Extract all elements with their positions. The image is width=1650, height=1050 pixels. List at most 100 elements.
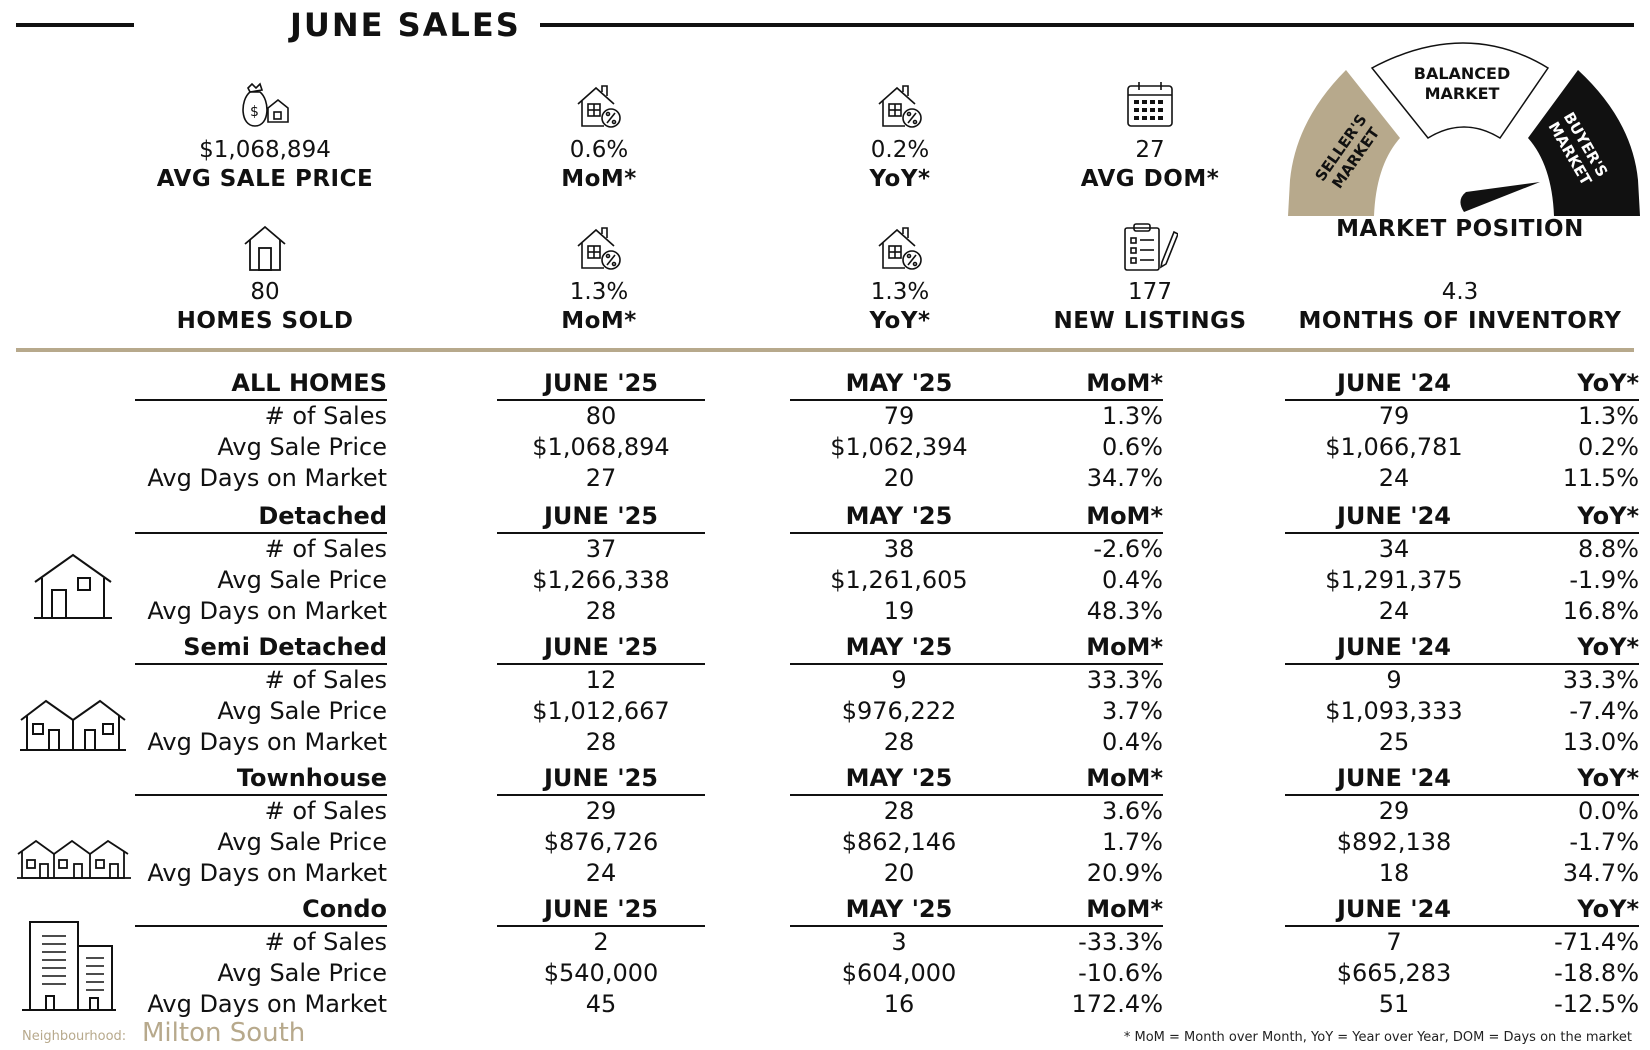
column-header-yoy: YoY*: [1577, 502, 1639, 530]
column-header-mom: MoM*: [1086, 895, 1163, 923]
column-header-last-year: JUNE '24: [1337, 895, 1451, 923]
kpi-avg-sale-price-value: $1,068,894: [199, 137, 331, 163]
column-header-prev: MAY '25: [845, 369, 953, 397]
header-underline: [790, 399, 1163, 401]
row-label: Avg Days on Market: [147, 464, 387, 492]
table-cell-mom: 33.3%: [1086, 666, 1163, 694]
gauge-needle: [1460, 182, 1540, 212]
table-cell-yoy: -18.8%: [1554, 959, 1639, 987]
money-bag-house-icon: $: [242, 82, 289, 127]
table-cell-cur: $1,068,894: [532, 433, 670, 461]
table-cell-cur: 37: [585, 535, 617, 563]
kpi-months-inventory-label: MONTHS OF INVENTORY: [1298, 308, 1622, 334]
table-cell-yoy: 33.3%: [1562, 666, 1639, 694]
kpi-avg-dom-value: 27: [1135, 137, 1165, 163]
table-cell-cur: $1,012,667: [532, 697, 670, 725]
column-header-yoy: YoY*: [1577, 369, 1639, 397]
title-rule-right: [540, 23, 1634, 27]
kpi-sold-yoy-label: YoY*: [869, 308, 931, 334]
house-percent-icon: [878, 85, 922, 128]
column-header-yoy: YoY*: [1577, 633, 1639, 661]
table-cell-cur: 12: [585, 666, 617, 694]
table-cell-yoy: -71.4%: [1554, 928, 1639, 956]
row-label: Avg Sale Price: [217, 828, 387, 856]
house-percent-icon: [878, 227, 922, 270]
header-underline: [1285, 925, 1639, 927]
row-label: # of Sales: [264, 535, 387, 563]
row-label: Avg Days on Market: [147, 597, 387, 625]
table-cell-last-year: 24: [1378, 464, 1410, 492]
svg-text:$: $: [250, 104, 259, 120]
table-cell-yoy: 16.8%: [1562, 597, 1639, 625]
table-cell-mom: -2.6%: [1093, 535, 1163, 563]
row-label: Avg Sale Price: [217, 697, 387, 725]
section-title: Townhouse: [236, 764, 387, 792]
header-underline: [1285, 794, 1639, 796]
table-cell-mom: 172.4%: [1071, 990, 1163, 1018]
header-underline: [135, 794, 387, 796]
kpi-months-inventory-value: 4.3: [1441, 279, 1479, 305]
condo-building-icon: [20, 918, 118, 1018]
table-cell-cur: 29: [585, 797, 617, 825]
table-cell-yoy: 13.0%: [1562, 728, 1639, 756]
table-cell-yoy: 1.3%: [1578, 402, 1639, 430]
kpi-price-mom-label: MoM*: [561, 166, 637, 192]
section-title: Detached: [258, 502, 387, 530]
kpi-sold-mom-label: MoM*: [561, 308, 637, 334]
table-cell-prev: 28: [883, 728, 915, 756]
table-cell-last-year: $1,066,781: [1325, 433, 1463, 461]
column-header-mom: MoM*: [1086, 633, 1163, 661]
table-cell-mom: 48.3%: [1086, 597, 1163, 625]
table-cell-yoy: -12.5%: [1554, 990, 1639, 1018]
gauge-buyers-segment: [1528, 70, 1640, 216]
table-cell-last-year: 7: [1386, 928, 1402, 956]
gauge-balanced-segment: [1370, 42, 1550, 140]
header-underline: [790, 925, 1163, 927]
table-cell-mom: 0.4%: [1102, 728, 1163, 756]
row-label: # of Sales: [264, 797, 387, 825]
table-cell-prev: 28: [883, 797, 915, 825]
table-cell-mom: -10.6%: [1078, 959, 1163, 987]
column-header-mom: MoM*: [1086, 369, 1163, 397]
table-cell-prev: 9: [891, 666, 907, 694]
table-cell-yoy: -1.7%: [1569, 828, 1639, 856]
row-label: Avg Sale Price: [217, 566, 387, 594]
table-cell-last-year: 18: [1378, 859, 1410, 887]
clipboard-checklist-icon: [1124, 223, 1178, 271]
table-cell-cur: 45: [585, 990, 617, 1018]
header-underline: [1285, 532, 1639, 534]
table-cell-prev: $862,146: [841, 828, 957, 856]
column-header-cur: JUNE '25: [544, 764, 658, 792]
header-underline: [135, 925, 387, 927]
column-header-cur: JUNE '25: [544, 502, 658, 530]
kpi-avg-sale-price-label: AVG SALE PRICE: [156, 166, 374, 192]
header-underline: [497, 399, 705, 401]
header-underline: [1285, 399, 1639, 401]
table-cell-mom: 3.6%: [1102, 797, 1163, 825]
table-cell-prev: 16: [883, 990, 915, 1018]
table-cell-last-year: $892,138: [1336, 828, 1452, 856]
table-cell-last-year: $665,283: [1336, 959, 1452, 987]
row-label: Avg Sale Price: [217, 959, 387, 987]
table-cell-cur: 27: [585, 464, 617, 492]
table-cell-cur: $876,726: [543, 828, 659, 856]
table-cell-prev: 38: [883, 535, 915, 563]
column-header-prev: MAY '25: [845, 764, 953, 792]
table-cell-cur: 28: [585, 728, 617, 756]
row-label: # of Sales: [264, 402, 387, 430]
kpi-homes-sold-value: 80: [250, 279, 280, 305]
table-cell-yoy: -7.4%: [1569, 697, 1639, 725]
table-cell-prev: $976,222: [841, 697, 957, 725]
column-header-last-year: JUNE '24: [1337, 369, 1451, 397]
neighbourhood-label: Neighbourhood:: [22, 1029, 127, 1044]
table-cell-last-year: 24: [1378, 597, 1410, 625]
header-underline: [790, 532, 1163, 534]
row-label: # of Sales: [264, 928, 387, 956]
column-header-last-year: JUNE '24: [1337, 764, 1451, 792]
page-title: JUNE SALES: [290, 6, 521, 44]
kpi-sold-mom: 1.3% MoM*: [469, 220, 729, 336]
table-cell-prev: 79: [883, 402, 915, 430]
header-underline: [135, 663, 387, 665]
kpi-avg-sale-price: $ $1,068,894 AVG SALE PRICE: [135, 78, 395, 194]
detached-house-icon: [32, 552, 114, 626]
